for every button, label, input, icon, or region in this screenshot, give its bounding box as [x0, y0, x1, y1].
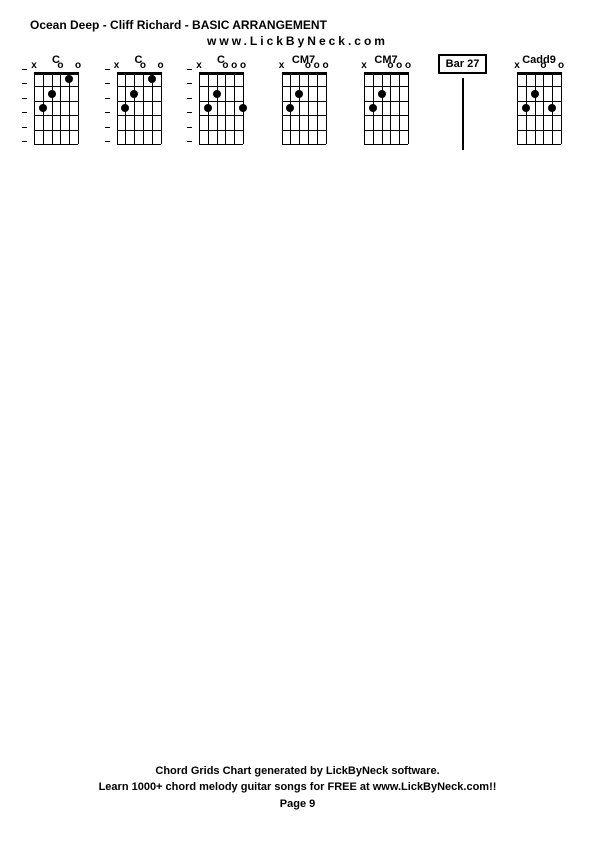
- footer-line-3: Page 9: [0, 796, 595, 813]
- chord-block: Cadd9xoo: [503, 54, 575, 150]
- page-footer: Chord Grids Chart generated by LickByNec…: [0, 763, 595, 813]
- footer-line-1: Chord Grids Chart generated by LickByNec…: [0, 763, 595, 780]
- finger-dot: [121, 104, 129, 112]
- finger-dot: [39, 104, 47, 112]
- bar-marker-label: Bar 27: [438, 54, 488, 74]
- chord-grid: xooo: [193, 72, 249, 144]
- finger-dot: [369, 104, 377, 112]
- chord-grid: xooo: [358, 72, 414, 144]
- finger-dot: [65, 75, 73, 83]
- finger-dot: [522, 104, 530, 112]
- finger-dot: [286, 104, 294, 112]
- chord-block: CM7xooo: [268, 54, 340, 150]
- page-subtitle: www.LickByNeck.com: [30, 34, 565, 48]
- finger-dot: [148, 75, 156, 83]
- finger-dot: [48, 90, 56, 98]
- footer-line-2: Learn 1000+ chord melody guitar songs fo…: [0, 779, 595, 796]
- finger-dot: [548, 104, 556, 112]
- chords-row: CxooCxooCxoooCM7xoooCM7xoooBar 27Cadd9xo…: [20, 54, 575, 150]
- chord-grid: xoo: [111, 72, 167, 144]
- chord-block: Cxoo: [20, 54, 92, 150]
- finger-dot: [130, 90, 138, 98]
- chord-block: Cxoo: [103, 54, 175, 150]
- chord-grid: xoo: [28, 72, 84, 144]
- chord-grid: xooo: [276, 72, 332, 144]
- finger-dot: [204, 104, 212, 112]
- finger-dot: [239, 104, 247, 112]
- page-title: Ocean Deep - Cliff Richard - BASIC ARRAN…: [30, 18, 565, 32]
- bar-divider-line: [462, 78, 464, 150]
- finger-dot: [378, 90, 386, 98]
- bar-marker-block: Bar 27: [433, 54, 493, 150]
- chord-block: CM7xooo: [350, 54, 422, 150]
- finger-dot: [213, 90, 221, 98]
- chord-block: Cxooo: [185, 54, 257, 150]
- finger-dot: [295, 90, 303, 98]
- chord-grid: xoo: [511, 72, 567, 144]
- finger-dot: [531, 90, 539, 98]
